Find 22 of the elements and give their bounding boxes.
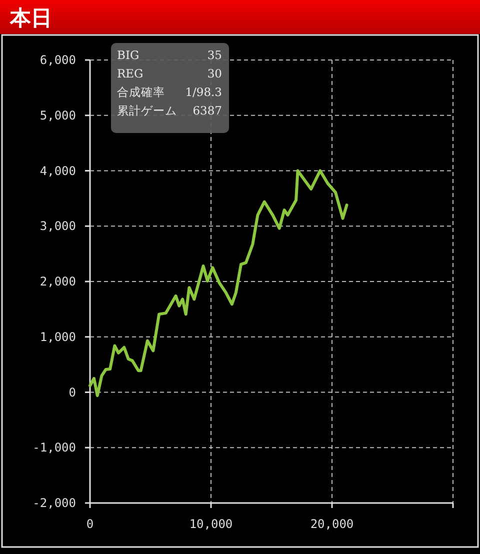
annotation: BIG bbox=[117, 48, 140, 62]
annotation: 35 bbox=[207, 48, 222, 62]
annotation: 30 bbox=[207, 66, 222, 80]
annotation: REG bbox=[117, 66, 144, 80]
y-tick-label: -1,000 bbox=[32, 440, 76, 455]
x-tick-label: 10,000 bbox=[189, 517, 233, 531]
y-tick-label: 6,000 bbox=[40, 53, 76, 67]
x-tick-label: 0 bbox=[86, 517, 94, 531]
annotation: 合成確率 bbox=[117, 85, 165, 99]
y-tick-label: 3,000 bbox=[40, 219, 76, 234]
y-tick-label: 2,000 bbox=[40, 274, 76, 288]
annotation: 1/98.3 bbox=[185, 85, 222, 99]
y-tick-label: 1,000 bbox=[40, 330, 76, 344]
y-tick-label: 5,000 bbox=[40, 108, 76, 122]
y-tick-label: 4,000 bbox=[40, 164, 76, 178]
annotation: 累計ゲーム bbox=[117, 104, 177, 118]
line-series bbox=[88, 169, 348, 398]
y-tick-label: -2,000 bbox=[32, 496, 76, 510]
annotation: 6387 bbox=[192, 104, 222, 118]
y-tick-label: 0 bbox=[68, 385, 76, 400]
chart-title: 本日 bbox=[9, 5, 52, 30]
x-tick-label: 20,000 bbox=[310, 517, 354, 531]
